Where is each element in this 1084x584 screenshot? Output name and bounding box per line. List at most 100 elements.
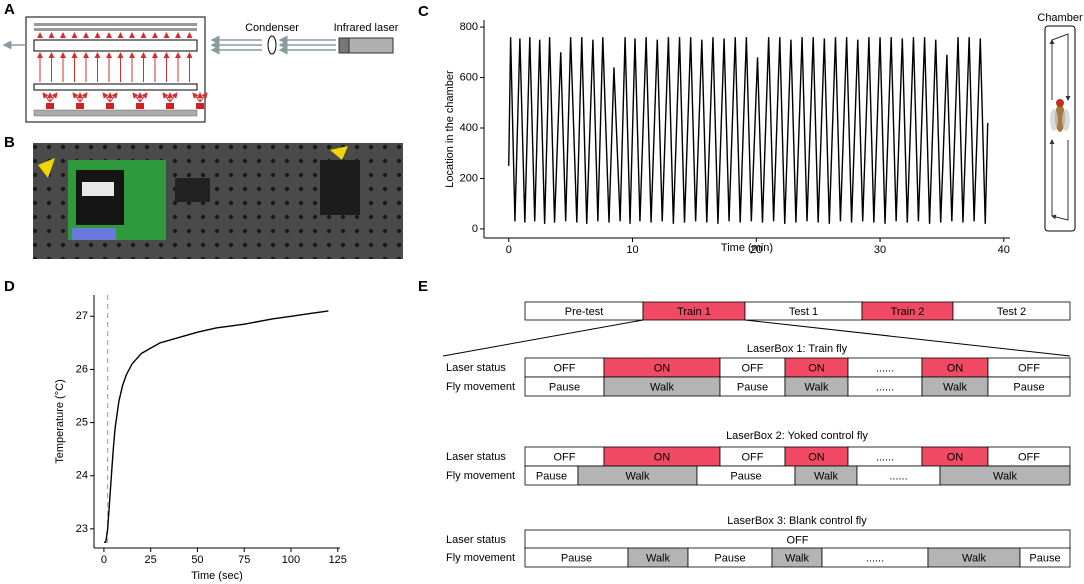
cell-label: Pause <box>714 552 745 564</box>
row-label: Laser status <box>446 362 506 374</box>
x-tick-label: 10 <box>626 244 638 256</box>
x-axis-label: Time (sec) <box>191 570 243 582</box>
timeline-cell <box>939 465 1071 486</box>
y-tick-label: 27 <box>76 310 88 322</box>
led <box>136 103 144 109</box>
x-tick-label: 75 <box>238 554 250 566</box>
cell-label: ON <box>947 362 964 374</box>
cell-label: Walk <box>646 552 671 564</box>
box-title: LaserBox 1: Train fly <box>747 343 848 355</box>
cell-label: Pause <box>1013 381 1044 393</box>
cell-label: ON <box>947 451 964 463</box>
x-tick-label: 20 <box>750 244 762 256</box>
cell-label: ...... <box>889 470 907 482</box>
chamber-label: Chamber <box>1037 12 1083 24</box>
y-axis-label: Temperature (°C) <box>54 379 66 463</box>
y-axis-label: Location in the chamber <box>444 70 456 188</box>
box-title: LaserBox 3: Blank control fly <box>727 515 867 527</box>
led <box>76 103 84 109</box>
data-line <box>103 310 329 543</box>
cell-label: OFF <box>554 451 576 463</box>
led <box>106 103 114 109</box>
cell-label: Pre-test <box>565 306 604 318</box>
x-tick-label: 30 <box>874 244 886 256</box>
cell-label: Train 1 <box>677 306 711 318</box>
y-tick-label: 800 <box>460 21 478 33</box>
row-label: Fly movement <box>446 381 515 393</box>
light-arrow <box>199 92 208 103</box>
x-tick-label: 40 <box>998 244 1010 256</box>
cell-label: Walk <box>785 552 810 564</box>
setup-diagram <box>2 16 394 123</box>
data-line <box>508 37 989 224</box>
row-label: Fly movement <box>446 470 515 482</box>
x-tick-label: 50 <box>191 554 203 566</box>
cell-label: Pause <box>536 470 567 482</box>
cell-label: ...... <box>876 451 894 463</box>
y-tick-label: 25 <box>76 416 88 428</box>
cell-label: Train 2 <box>891 306 925 318</box>
panel-label: B <box>4 134 15 151</box>
panel-label: A <box>4 1 15 18</box>
cell-label: Walk <box>962 552 987 564</box>
light-arrow <box>169 92 178 103</box>
x-axis-label: Time (min) <box>721 242 773 254</box>
cell-label: ...... <box>876 362 894 374</box>
cell-label: ON <box>654 362 671 374</box>
laser-label: Infrared laser <box>334 22 399 34</box>
timeline-cell <box>952 301 1071 321</box>
light-arrow <box>162 92 171 103</box>
light-arrow <box>42 92 51 103</box>
light-arrow <box>139 92 148 103</box>
led <box>196 103 204 109</box>
light-arrow <box>109 92 118 103</box>
timeline-cell <box>987 376 1071 397</box>
cell-label: ON <box>808 362 825 374</box>
cell-label: OFF <box>742 451 764 463</box>
cell-label: ...... <box>866 552 884 564</box>
led <box>166 103 174 109</box>
panel-label: E <box>418 278 428 295</box>
cell-label: ON <box>808 451 825 463</box>
cell-label: Walk <box>814 470 839 482</box>
light-arrow <box>102 92 111 103</box>
row-label: Laser status <box>446 451 506 463</box>
cell-label: OFF <box>554 362 576 374</box>
light-arrow <box>49 92 58 103</box>
y-tick-label: 26 <box>76 363 88 375</box>
chamber-icon <box>1044 25 1076 232</box>
y-tick-label: 24 <box>76 470 88 482</box>
panel-label: D <box>4 278 15 295</box>
cell-label: Test 1 <box>789 306 818 318</box>
cell-label: ON <box>654 451 671 463</box>
row-label: Laser status <box>446 534 506 546</box>
x-tick-label: 125 <box>329 554 347 566</box>
timeline-cell <box>1019 547 1071 568</box>
light-arrow <box>72 92 81 103</box>
setup-photo <box>33 143 403 259</box>
cell-label: Pause <box>730 470 761 482</box>
y-tick-label: 600 <box>460 71 478 83</box>
box-title: LaserBox 2: Yoked control fly <box>726 430 868 442</box>
y-tick-label: 400 <box>460 122 478 134</box>
cell-label: ...... <box>876 381 894 393</box>
x-tick-label: 0 <box>101 554 107 566</box>
cell-label: Walk <box>625 470 650 482</box>
cell-label: Pause <box>549 381 580 393</box>
cell-label: Pause <box>737 381 768 393</box>
x-tick-label: 25 <box>145 554 157 566</box>
y-tick-label: 200 <box>460 172 478 184</box>
cell-label: OFF <box>1018 362 1040 374</box>
cell-label: Test 2 <box>997 306 1026 318</box>
panel-label: C <box>418 3 429 20</box>
zoom-line <box>744 319 1071 357</box>
cell-label: Walk <box>943 381 968 393</box>
cell-label: OFF <box>742 362 764 374</box>
x-tick-label: 100 <box>282 554 300 566</box>
zoom-line <box>442 319 644 357</box>
x-tick-label: 0 <box>506 244 512 256</box>
cell-label: Pause <box>561 552 592 564</box>
cell-label: Pause <box>1029 552 1060 564</box>
cell-label: OFF <box>1018 451 1040 463</box>
